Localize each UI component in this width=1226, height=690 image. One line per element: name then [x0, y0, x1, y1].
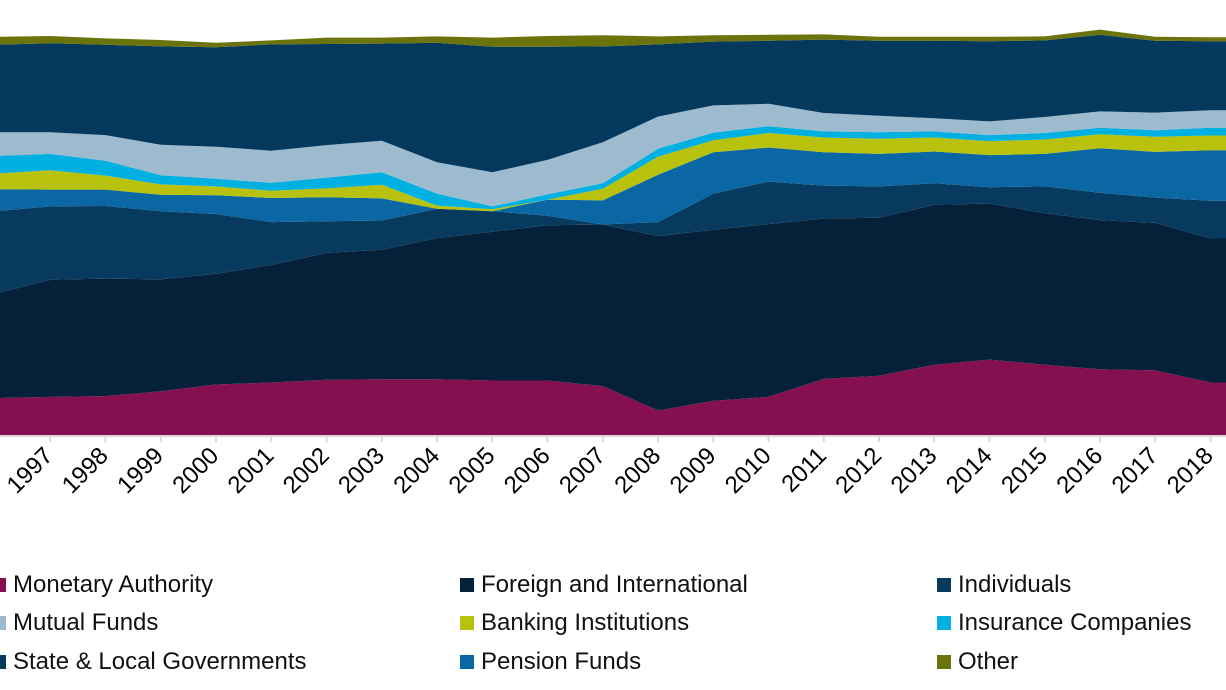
legend-label: Monetary Authority: [13, 571, 214, 598]
tick-label-2007: 2007: [554, 442, 611, 499]
legend-label: Pension Funds: [481, 648, 642, 675]
tick-label-2004: 2004: [388, 442, 445, 499]
legend-label: Mutual Funds: [13, 609, 159, 636]
tick-label-2010: 2010: [720, 442, 777, 499]
legend-label: Banking Institutions: [481, 609, 690, 636]
legend-swatch: [460, 655, 474, 669]
tick-label-2015: 2015: [996, 442, 1053, 499]
legend-label: Foreign and International: [481, 571, 748, 598]
legend-item-individuals: Individuals: [937, 568, 1071, 602]
legend-label: Other: [958, 648, 1019, 675]
tick-label-2013: 2013: [886, 442, 943, 499]
tick-label-1997: 1997: [2, 442, 59, 499]
legend-swatch: [460, 578, 474, 592]
area-individuals: [0, 181, 1226, 293]
legend-label: Individuals: [958, 571, 1072, 598]
legend-swatch: [0, 655, 6, 669]
tick-label-2009: 2009: [665, 442, 722, 499]
legend-item-pension-funds: Pension Funds: [460, 645, 641, 679]
tick-label-2001: 2001: [223, 442, 280, 499]
tick-label-2012: 2012: [830, 442, 887, 499]
area-pension-funds: [0, 147, 1226, 225]
legend-item-mutual-funds: Mutual Funds: [0, 606, 158, 640]
area-mutual-funds: [0, 103, 1226, 207]
legend-swatch: [0, 578, 6, 592]
legend-item-other: Other: [937, 645, 1018, 679]
legend-label: Insurance Companies: [958, 609, 1192, 636]
stacked-area-chart: 1997199819992000200120022003200420052006…: [0, 29, 1226, 499]
x-axis-ticks: 1997199819992000200120022003200420052006…: [2, 436, 1219, 499]
legend-item-insurance-companies: Insurance Companies: [937, 606, 1191, 640]
tick-label-2000: 2000: [167, 442, 224, 499]
tick-label-2017: 2017: [1107, 442, 1164, 499]
tick-label-2008: 2008: [609, 442, 666, 499]
legend-item-banking-institutions: Banking Institutions: [460, 606, 689, 640]
tick-label-2016: 2016: [1051, 442, 1108, 499]
tick-label-2011: 2011: [776, 442, 832, 498]
legend-item-monetary-authority: Monetary Authority: [0, 568, 213, 602]
tick-label-2014: 2014: [941, 442, 998, 499]
tick-label-2018: 2018: [1162, 442, 1219, 499]
tick-label-2006: 2006: [499, 442, 556, 499]
area-banking-institutions: [0, 133, 1226, 212]
tick-label-1999: 1999: [112, 442, 169, 499]
legend-swatch: [937, 616, 951, 630]
tick-label-1998: 1998: [57, 442, 114, 499]
area-foreign-and-international: [0, 203, 1226, 411]
area-state-and-local-governments: [0, 34, 1226, 173]
area-insurance-companies: [0, 126, 1226, 210]
legend-item-foreign-and-international: Foreign and International: [460, 568, 748, 602]
area-other: [0, 29, 1226, 48]
area-layers: [0, 29, 1226, 435]
tick-label-2003: 2003: [333, 442, 390, 499]
legend-swatch: [937, 578, 951, 592]
legend-swatch: [460, 616, 474, 630]
tick-label-2002: 2002: [278, 442, 335, 499]
area-monetary-authority: [0, 359, 1226, 435]
legend-label: State & Local Governments: [13, 648, 307, 675]
legend-swatch: [0, 616, 6, 630]
tick-label-2005: 2005: [444, 442, 501, 499]
chart-legend: Monetary Authority Foreign and Internatio…: [0, 560, 1226, 690]
legend-swatch: [937, 655, 951, 669]
legend-item-state-and-local-governments: State & Local Governments: [0, 645, 306, 679]
